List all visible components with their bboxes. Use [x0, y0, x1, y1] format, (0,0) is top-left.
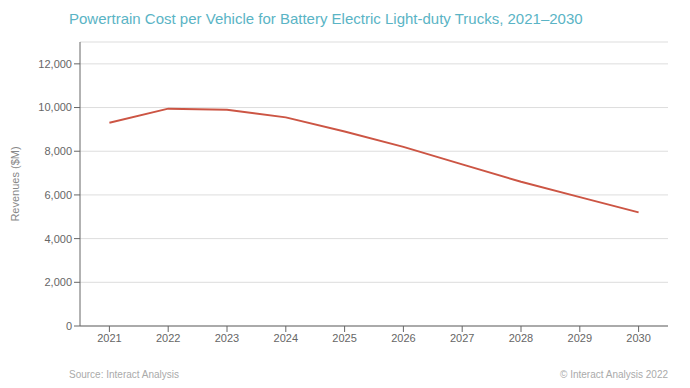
- svg-text:2,000: 2,000: [44, 276, 72, 288]
- svg-text:2022: 2022: [156, 332, 180, 344]
- svg-text:Revenues ($M): Revenues ($M): [9, 146, 21, 221]
- html-text:Powertrain Cost per Vehicle fo: Powertrain Cost per Vehicle for Battery …: [69, 10, 583, 27]
- svg-text:2028: 2028: [509, 332, 533, 344]
- svg-text:2021: 2021: [97, 332, 121, 344]
- svg-text:2025: 2025: [332, 332, 356, 344]
- svg-text:8,000: 8,000: [44, 145, 72, 157]
- svg-text:0: 0: [66, 320, 72, 332]
- svg-text:4,000: 4,000: [44, 233, 72, 245]
- svg-text:2026: 2026: [391, 332, 415, 344]
- svg-text:10,000: 10,000: [38, 101, 72, 113]
- svg-text:2029: 2029: [568, 332, 592, 344]
- svg-text:2027: 2027: [450, 332, 474, 344]
- html-text:© Interact Analysis 2022: © Interact Analysis 2022: [560, 368, 668, 380]
- svg-text:6,000: 6,000: [44, 189, 72, 201]
- svg-text:2023: 2023: [215, 332, 239, 344]
- svg-text:2024: 2024: [274, 332, 298, 344]
- svg-text:2030: 2030: [626, 332, 650, 344]
- html-text:Source: Interact Analysis: Source: Interact Analysis: [69, 368, 180, 380]
- svg-text:12,000: 12,000: [38, 58, 72, 70]
